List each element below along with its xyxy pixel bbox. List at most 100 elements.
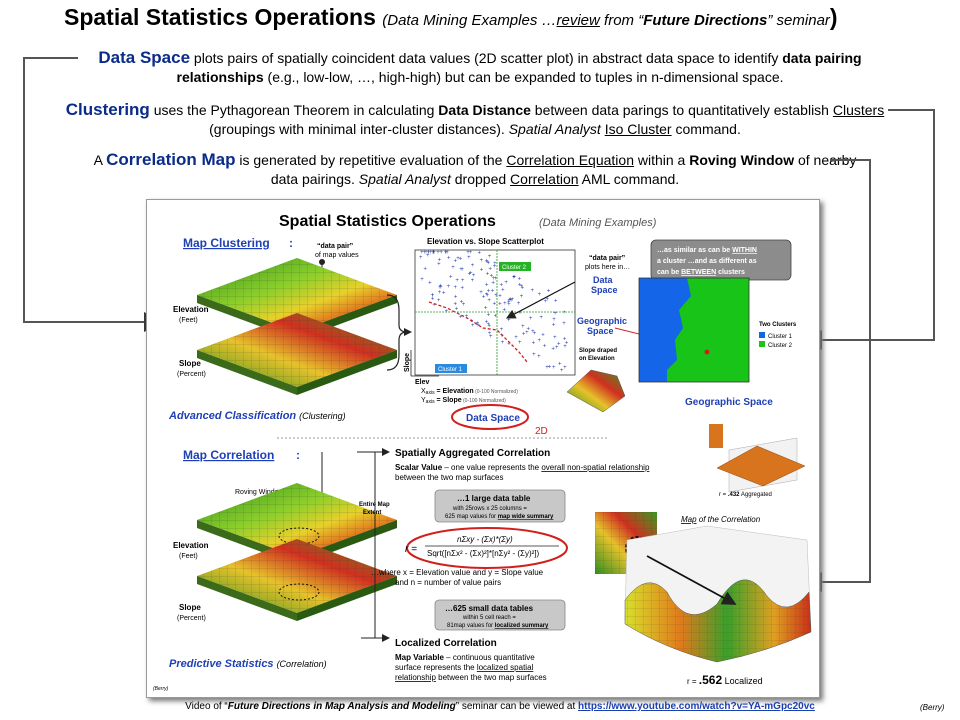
scatter-mark: + (489, 334, 493, 340)
scatterplot-frame (414, 249, 576, 376)
scatter-mark: + (442, 291, 446, 297)
scatter-mark: + (518, 276, 522, 282)
r-aggregated-label: r = .432 Aggregated (719, 492, 772, 498)
scatter-mark: + (500, 283, 504, 289)
scatter-mark: + (462, 302, 466, 308)
scatter-mark: + (423, 267, 427, 273)
scatter-mark: + (476, 323, 480, 329)
scatter-mark: + (436, 250, 440, 256)
elevation-layer-top (197, 258, 397, 340)
scatter-mark: + (560, 368, 564, 374)
scatter-mark: + (562, 321, 566, 327)
scatter-mark: + (429, 250, 433, 256)
scatter-mark: + (432, 250, 436, 256)
correlation-map-paragraph: A Correlation Map is generated by repeti… (93, 150, 857, 187)
scatter-mark: + (485, 282, 489, 288)
plots-here-label: “data pair” (589, 255, 625, 262)
scatter-mark: + (431, 297, 435, 303)
scatter-mark: + (469, 270, 473, 276)
slope-draped-image (566, 369, 626, 413)
scatter-mark: + (420, 250, 424, 256)
scatter-mark: + (563, 365, 567, 371)
scatter-mark: + (503, 307, 507, 313)
two-clusters-legend-title: Two Clusters (759, 322, 797, 328)
scatter-mark: + (444, 250, 448, 256)
scatter-mark: + (461, 286, 465, 292)
scatter-mark: + (486, 271, 490, 277)
scatter-mark: + (520, 284, 524, 290)
scatter-mark: + (439, 285, 443, 291)
slide-berry-credit: (Berry) (153, 686, 169, 692)
scatter-mark: + (454, 301, 458, 307)
scatter-mark: + (517, 301, 521, 307)
scatter-mark: + (522, 332, 526, 338)
data-pair-label: “data pair” (317, 243, 353, 250)
scatter-mark: + (439, 284, 443, 290)
scatter-mark: + (487, 288, 491, 294)
scatter-mark: + (507, 342, 511, 348)
scatter-axis-elev: Elev (415, 379, 430, 386)
scatter-mark: + (459, 257, 463, 263)
review-link[interactable]: review (556, 12, 600, 29)
svg-text:plots here in…: plots here in… (585, 264, 630, 271)
scatter-mark: + (518, 311, 522, 317)
data-space-term: Data Space (98, 48, 191, 67)
scatter-mark: + (485, 319, 489, 325)
svg-text::: : (296, 448, 300, 462)
scatter-mark: + (507, 302, 511, 308)
x-axis-legend: Xaxis = Elevation (0-100 Normalized) (421, 388, 518, 396)
scatter-mark: + (538, 292, 542, 298)
scatter-mark: + (444, 250, 448, 256)
scatter-mark: + (423, 250, 427, 256)
scatter-mark: + (482, 295, 486, 301)
scatter-mark: + (563, 344, 567, 350)
scatter-mark: + (501, 288, 505, 294)
svg-text:(Percent): (Percent) (177, 615, 206, 622)
title-close-paren: ) (829, 4, 838, 30)
scatter-mark: + (554, 299, 558, 305)
scatter-mark: + (438, 285, 442, 291)
scatter-mark: + (498, 302, 502, 308)
svg-text:can be BETWEEN clusters: can be BETWEEN clusters (657, 269, 745, 276)
localized-correlation-heading: Localized Correlation (395, 638, 497, 649)
scatter-mark: + (465, 314, 469, 320)
eq-denominator: Sqrt([nΣx² - (Σx)²]*[nΣy² - (Σy)²]) (427, 549, 540, 558)
scatter-mark: + (511, 297, 515, 303)
scatter-mark: + (426, 253, 430, 259)
svg-text:within 5 cell reach =: within 5 cell reach = (462, 615, 516, 621)
data-space-paragraph: Data Space plots pairs of spatially coin… (98, 48, 862, 85)
scatter-mark: + (520, 294, 524, 300)
scatter-mark: + (539, 315, 543, 321)
scatter-axis-slope: Slope (404, 353, 411, 372)
svg-text:r =: r = (405, 544, 417, 555)
scatter-mark: + (485, 258, 489, 264)
scatter-mark: + (461, 278, 465, 284)
svg-text:Cluster 2: Cluster 2 (502, 265, 527, 271)
arrow-data-space (23, 57, 164, 332)
scatter-mark: + (455, 278, 459, 284)
svg-text:relationship between the two m: relationship between the two map surface… (395, 673, 547, 682)
scatter-mark: + (541, 332, 545, 338)
elevation-label-1: Elevation (173, 305, 209, 314)
scatter-mark: + (553, 335, 557, 341)
scatter-mark: + (507, 300, 511, 306)
elevation-layer-bottom (197, 483, 397, 565)
title-subtitle: (Data Mining Examples …review from “Futu… (382, 12, 830, 29)
scatter-mark: + (447, 284, 451, 290)
svg-text:81map values for localized sum: 81map values for localized summary (447, 623, 549, 629)
scatter-mark: + (500, 333, 504, 339)
scatter-mark: + (427, 250, 431, 256)
scatter-mark: + (459, 315, 463, 321)
svg-text:Extent: Extent (363, 510, 381, 516)
scatter-mark: + (468, 271, 472, 277)
scatter-mark: + (494, 293, 498, 299)
youtube-link[interactable]: https://www.youtube.com/watch?v=YA-mGpc2… (578, 701, 815, 712)
scatter-mark: + (487, 312, 491, 318)
page-title: Spatial Statistics Operations (Data Mini… (64, 4, 838, 31)
svg-text:(Feet): (Feet) (179, 553, 198, 560)
scatter-mark: + (552, 322, 556, 328)
geographic-cluster-map (638, 277, 750, 383)
scatter-mark: + (460, 300, 464, 306)
scatter-mark: + (438, 257, 442, 263)
svg-text:Cluster 1: Cluster 1 (438, 367, 463, 373)
